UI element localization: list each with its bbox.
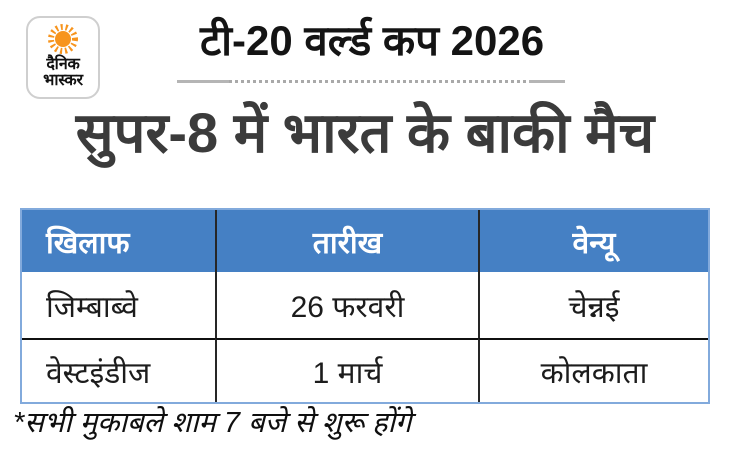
column-header-opponent: खिलाफ: [22, 210, 215, 272]
dainik-bhaskar-logo: दैनिक भास्कर: [26, 16, 100, 99]
title-underline-divider: [177, 80, 565, 83]
footnote: *सभी मुकाबले शाम 7 बजे से शुरू होंगे: [13, 407, 412, 439]
matches-table: खिलाफ तारीख वेन्यू जिम्बाब्वे 26 फरवरी च…: [20, 208, 710, 404]
column-header-venue: वेन्यू: [478, 210, 708, 272]
opponent-cell: वेस्टइंडीज: [22, 338, 215, 402]
column-header-date: तारीख: [215, 210, 478, 272]
date-cell: 1 मार्च: [215, 338, 478, 402]
venue-cell: चेन्नई: [478, 272, 708, 338]
divider-dotted-middle: [229, 80, 529, 83]
date-cell: 26 फरवरी: [215, 272, 478, 338]
divider-solid-left: [177, 80, 229, 83]
logo-text-line1: दैनिक: [46, 56, 80, 73]
logo-text-line2: भास्कर: [43, 72, 83, 89]
main-headline: सुपर-8 में भारत के बाकी मैच: [75, 101, 655, 164]
opponent-cell: जिम्बाब्वे: [22, 272, 215, 338]
venue-cell: कोलकाता: [478, 338, 708, 402]
page-title: टी-20 वर्ल्ड कप 2026: [199, 17, 545, 64]
sun-icon: [48, 24, 78, 54]
divider-solid-right: [529, 80, 565, 83]
